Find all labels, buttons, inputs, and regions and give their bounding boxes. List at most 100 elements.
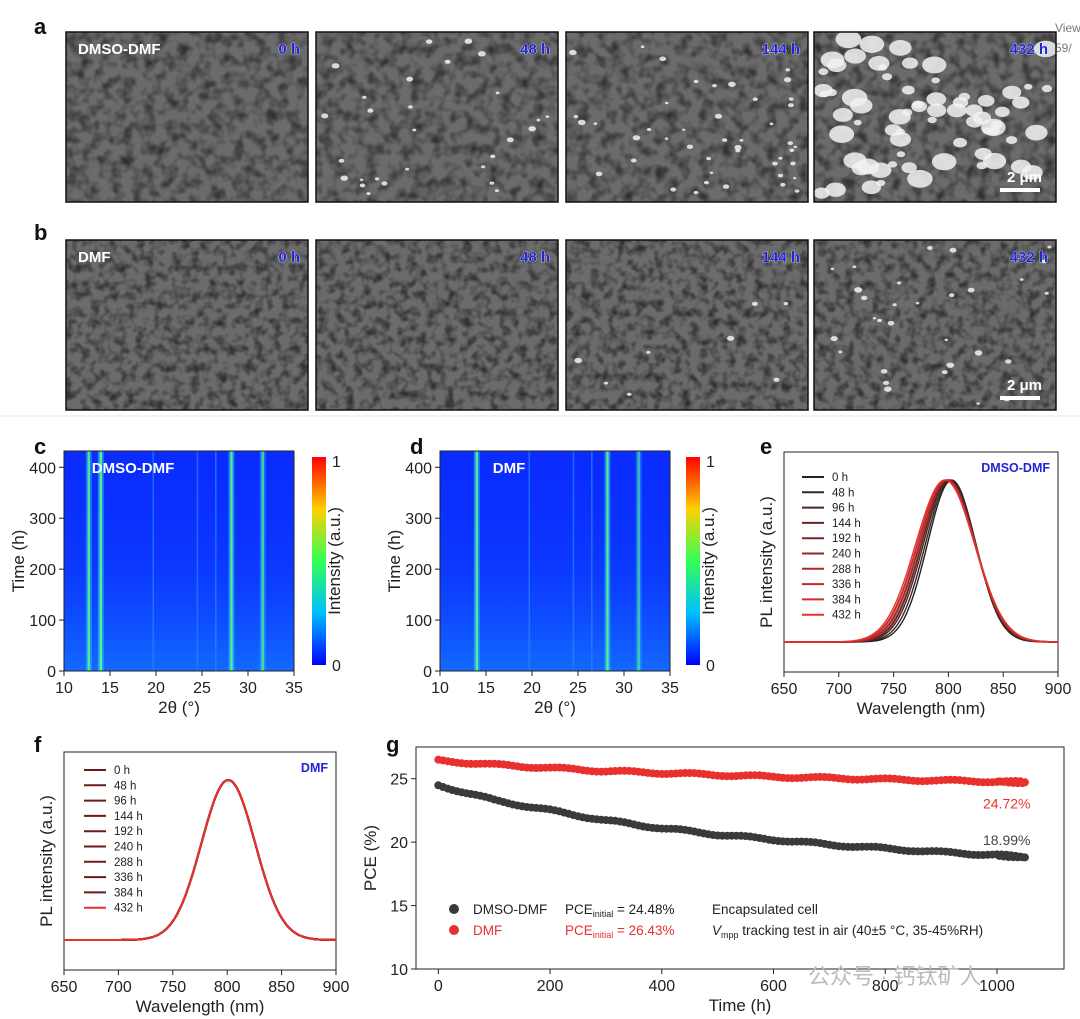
bright-grain <box>990 120 1003 129</box>
data-point <box>1020 853 1029 862</box>
time-label: 0 h <box>278 249 300 266</box>
legend-label: 48 h <box>832 487 854 499</box>
pce-chart-g: 24.72% 18.99% 0 200 400 600 800 1000 10 15 20 25 Tim… <box>361 746 1065 1015</box>
bright-grain <box>927 103 947 118</box>
bright-grain <box>494 189 499 193</box>
bright-grain <box>927 116 937 124</box>
bright-grain <box>949 247 957 253</box>
pl-curve-192h <box>64 779 337 941</box>
plot-frame <box>63 450 295 672</box>
peak-line <box>87 451 91 671</box>
x-tick-label: 20 <box>147 680 165 697</box>
pl-curve-288h <box>64 779 337 941</box>
y-tick-label: 0 <box>47 664 56 681</box>
bright-grain <box>974 350 983 356</box>
bright-grain <box>889 39 912 56</box>
bright-grain <box>892 303 897 307</box>
pce-prefix: PCE <box>565 923 593 938</box>
bright-grain <box>1044 291 1049 295</box>
bright-grain <box>374 177 380 181</box>
y-tick-label: 200 <box>29 562 56 579</box>
bright-grain <box>877 318 882 323</box>
legend-pce-initial: PCEinitial = 24.48% <box>565 902 674 919</box>
bright-grain <box>490 154 496 159</box>
bright-grain <box>783 301 789 306</box>
bright-grain <box>331 63 340 69</box>
plot-frame <box>439 450 671 672</box>
legend-label: 336 h <box>114 872 143 884</box>
bright-grain <box>574 357 582 364</box>
bright-grain <box>880 369 888 374</box>
x-tick-label: 800 <box>935 681 962 698</box>
bright-grain <box>976 402 980 405</box>
y-axis-label: PL intensity (a.u.) <box>37 795 56 927</box>
sem-grain-texture <box>66 32 308 202</box>
pl-curve-384h <box>64 779 337 941</box>
bright-grain <box>915 301 920 305</box>
bright-grain <box>712 84 717 88</box>
legend-label: 336 h <box>832 579 861 591</box>
bright-grain <box>794 189 800 193</box>
y-tick-label: 15 <box>390 899 408 916</box>
bright-grain <box>901 57 918 69</box>
pce-value: = 24.48% <box>613 902 674 917</box>
bright-grain <box>944 338 949 342</box>
bright-grain <box>832 107 853 122</box>
peak-line <box>99 451 102 671</box>
peak-line <box>230 451 233 671</box>
bright-grain <box>901 108 913 117</box>
bright-grain <box>967 287 975 293</box>
x-tick-label: 900 <box>323 979 350 996</box>
bright-grain <box>888 161 898 168</box>
sem-image-a-2: 144 h <box>565 31 809 203</box>
bright-grain <box>659 56 667 62</box>
y-tick-label: 100 <box>29 613 56 630</box>
bright-grain <box>569 49 577 56</box>
bright-grain <box>896 281 902 285</box>
bright-grain <box>646 350 651 354</box>
bright-grain <box>489 181 495 185</box>
sem-frame <box>813 239 1057 411</box>
pl-chart-e: 0 h 48 h 96 h 144 h 192 h 240 h 288 h 336 h 384 … <box>757 451 1071 718</box>
legend-label: 0 h <box>832 472 848 484</box>
bright-grain <box>751 301 758 306</box>
time-label: 48 h <box>520 249 550 266</box>
bright-grain <box>1002 85 1022 100</box>
bright-grain <box>481 165 486 169</box>
colorbar-max: 1 <box>706 454 715 471</box>
x-tick-label: 25 <box>193 680 211 697</box>
bright-grain <box>366 192 371 196</box>
peak-line <box>475 451 478 671</box>
note-v: V <box>712 923 723 938</box>
scale-bar-label: 2 μm <box>1007 377 1042 394</box>
colorbar <box>312 457 326 665</box>
bright-grain <box>495 91 500 95</box>
bright-grain <box>889 131 912 147</box>
pce-subscript: initial <box>593 930 614 940</box>
pce-subscript: initial <box>593 909 614 919</box>
legend-label: 240 h <box>832 549 861 561</box>
scale-bar <box>1000 188 1040 192</box>
bright-grain <box>464 38 473 44</box>
bright-grain <box>872 317 877 320</box>
panel-letter-c: c <box>34 434 46 459</box>
bright-grain <box>902 85 915 95</box>
minor-peak-line <box>215 451 217 671</box>
x-tick-label: 700 <box>105 979 132 996</box>
sem-image-a-0: 0 h DMSO-DMF <box>65 31 309 203</box>
bright-grain <box>853 119 862 126</box>
x-tick-label: 400 <box>648 978 675 995</box>
corner-text: View 59/ <box>1055 18 1080 58</box>
colorbar <box>686 457 700 665</box>
bright-grain <box>722 184 730 189</box>
pce-value: = 26.43% <box>613 923 674 938</box>
bright-grain <box>444 59 451 64</box>
pl-curve-432h <box>784 479 1058 643</box>
legend-label: 288 h <box>114 857 143 869</box>
plot-frame <box>415 746 1065 970</box>
panel-letter-b: b <box>34 220 47 245</box>
pl-curve-48h <box>784 479 1058 643</box>
bright-grain <box>922 56 947 74</box>
sem-frame <box>65 31 309 203</box>
